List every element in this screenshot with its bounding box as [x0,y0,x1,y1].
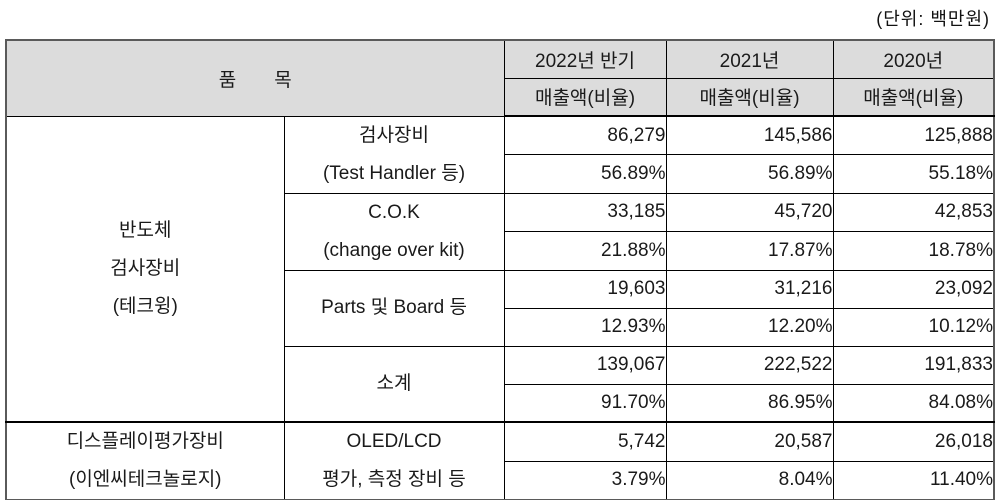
value-cell: 86,279 [503,115,667,155]
value-cell: 191,833 [832,345,995,385]
ratio-cell: 86.95% [665,383,834,423]
ratio-cell: 55.18% [832,154,995,194]
column-header-item: 품 목 [5,39,505,117]
ratio-cell: 12.20% [665,307,834,347]
value-cell: 139,067 [503,345,667,385]
column-header-2022h1: 2022년 반기 [503,39,667,79]
group-label-line: 반도체 [119,219,172,241]
ratio-cell: 91.70% [503,383,667,423]
column-header-2020: 2020년 [832,39,995,79]
value-cell: 20,587 [665,421,834,462]
ratio-cell: 17.87% [665,231,834,271]
value-cell: 23,092 [832,269,995,309]
ratio-cell: 56.89% [665,154,834,194]
ratio-cell: 3.79% [503,460,667,500]
subheader-sales-ratio-2020: 매출액(비율) [832,77,995,117]
item-label-oled-lcd: OLED/LCD 평가, 측정 장비 등 [283,421,505,500]
ratio-cell: 11.40% [832,460,995,500]
value-cell: 5,742 [503,421,667,462]
unit-label: (단위: 백만원) [876,9,990,29]
value-cell: 42,853 [832,192,995,232]
subheader-sales-ratio-2021: 매출액(비율) [665,77,834,117]
ratio-cell: 18.78% [832,231,995,271]
value-cell: 26,018 [832,421,995,462]
group-label-line: (이엔씨테크놀로지) [69,469,222,490]
group-label-line: (테크윙) [112,295,178,317]
ratio-cell: 12.93% [503,307,667,347]
value-cell: 145,586 [665,115,834,155]
group-label-line: 디스플레이평가장비 [66,431,224,452]
value-cell: 222,522 [665,345,834,385]
ratio-cell: 21.88% [503,231,667,271]
value-cell: 19,603 [503,269,667,309]
revenue-table: 품 목 2022년 반기 2021년 2020년 매출액(비율) 매출액(비율)… [5,39,995,500]
subheader-sales-ratio-2022h1: 매출액(비율) [503,77,667,117]
ratio-cell: 10.12% [832,307,995,347]
group-label-semiconductor: 반도체 검사장비 (테크윙) [5,115,285,423]
value-cell: 125,888 [832,115,995,155]
item-label-test-handler: 검사장비 (Test Handler 등) [283,115,505,194]
value-cell: 45,720 [665,192,834,232]
value-cell: 31,216 [665,269,834,309]
ratio-cell: 84.08% [832,383,995,423]
column-header-2021: 2021년 [665,39,834,79]
ratio-cell: 8.04% [665,460,834,500]
item-label-cok: C.O.K (change over kit) [283,192,505,271]
ratio-cell: 56.89% [503,154,667,194]
item-label-subtotal: 소계 [283,345,505,423]
item-label-parts-board: Parts 및 Board 등 [283,269,505,347]
group-label-line: 검사장비 [110,257,181,279]
value-cell: 33,185 [503,192,667,232]
group-label-display: 디스플레이평가장비 (이엔씨테크놀로지) [5,421,285,500]
